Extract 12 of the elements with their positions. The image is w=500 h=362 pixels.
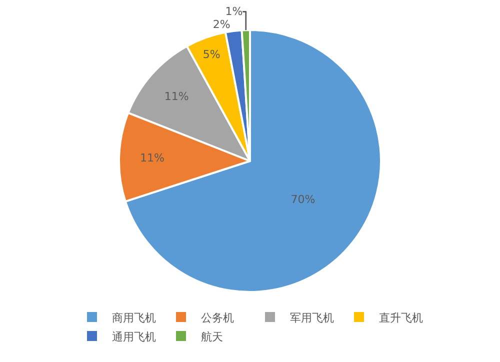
data-label: 11% xyxy=(164,90,189,103)
legend-label: 商用飞机 xyxy=(112,311,156,324)
data-label: 11% xyxy=(140,151,164,164)
data-label: 1% xyxy=(225,5,243,18)
legend-label: 公务机 xyxy=(201,311,234,324)
legend-label: 直升飞机 xyxy=(379,311,423,324)
data-label: 70% xyxy=(290,193,316,206)
legend-label: 通用飞机 xyxy=(112,330,156,344)
legend-label: 航天 xyxy=(201,330,223,344)
data-label: 5% xyxy=(202,48,220,61)
data-label: 2% xyxy=(212,18,230,32)
legend-label: 军用飞机 xyxy=(290,311,334,324)
